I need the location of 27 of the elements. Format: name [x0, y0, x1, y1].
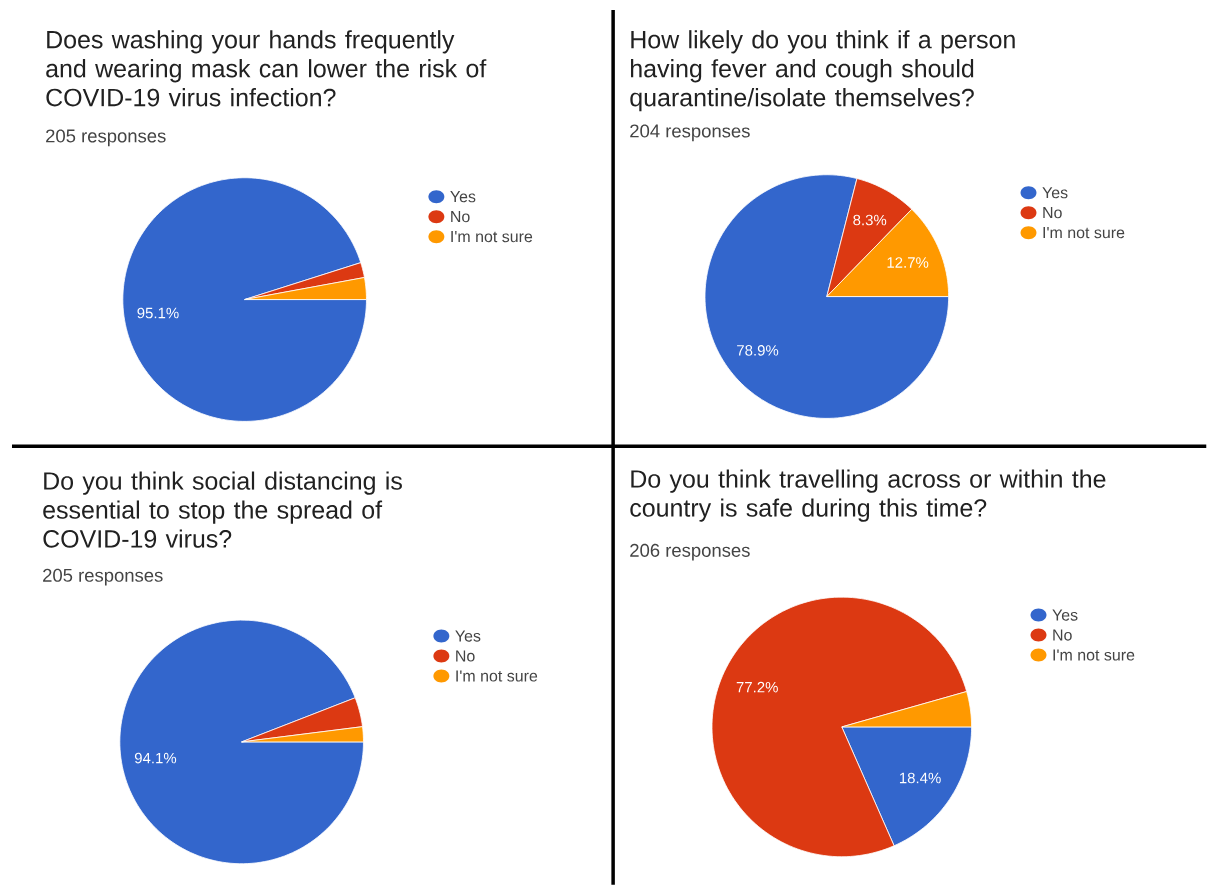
- data-label: 8.3%: [853, 214, 887, 226]
- data-label: 77.2%: [736, 681, 778, 693]
- chart-title: How likely do you think if a person having fever and cough should quarantine/isolate themselves?: [630, 29, 1015, 112]
- data-label: 12.7%: [887, 256, 929, 268]
- data-label: 95.1%: [137, 307, 179, 319]
- legend-label: Yes: [1042, 186, 1068, 199]
- legend-label: No: [1043, 206, 1062, 219]
- legend-label: I'm not sure: [456, 670, 538, 682]
- legend-label: I'm not sure: [1043, 226, 1125, 239]
- data-label: 78.9%: [737, 344, 779, 356]
- chart-title: Do you think social distancing is essential to stop the spread of COVID-19 virus?: [43, 471, 402, 548]
- chart-subtitle: 205 responses: [46, 129, 166, 146]
- legend-label: Yes: [450, 190, 476, 203]
- legend-label: No: [1053, 629, 1072, 641]
- chart-subtitle: 205 responses: [43, 568, 163, 586]
- data-label: 94.1%: [134, 752, 177, 764]
- chart-subtitle: 204 responses: [630, 124, 750, 141]
- legend-label: I'm not sure: [1053, 649, 1135, 661]
- chart-subtitle: 206 responses: [630, 543, 750, 561]
- legend-label: Yes: [455, 630, 481, 642]
- data-label: 18.4%: [899, 772, 941, 784]
- legend-label: I'm not sure: [451, 230, 533, 242]
- chart-title: Does washing your hands frequently and wearing mask can lower the risk of COVID-19 virus infection?: [46, 29, 487, 107]
- legend-label: No: [456, 650, 475, 662]
- legend-label: No: [451, 210, 470, 223]
- legend-label: Yes: [1052, 609, 1078, 621]
- chart-title: Do you think travelling across or within the country is safe during this time?: [630, 469, 1106, 522]
